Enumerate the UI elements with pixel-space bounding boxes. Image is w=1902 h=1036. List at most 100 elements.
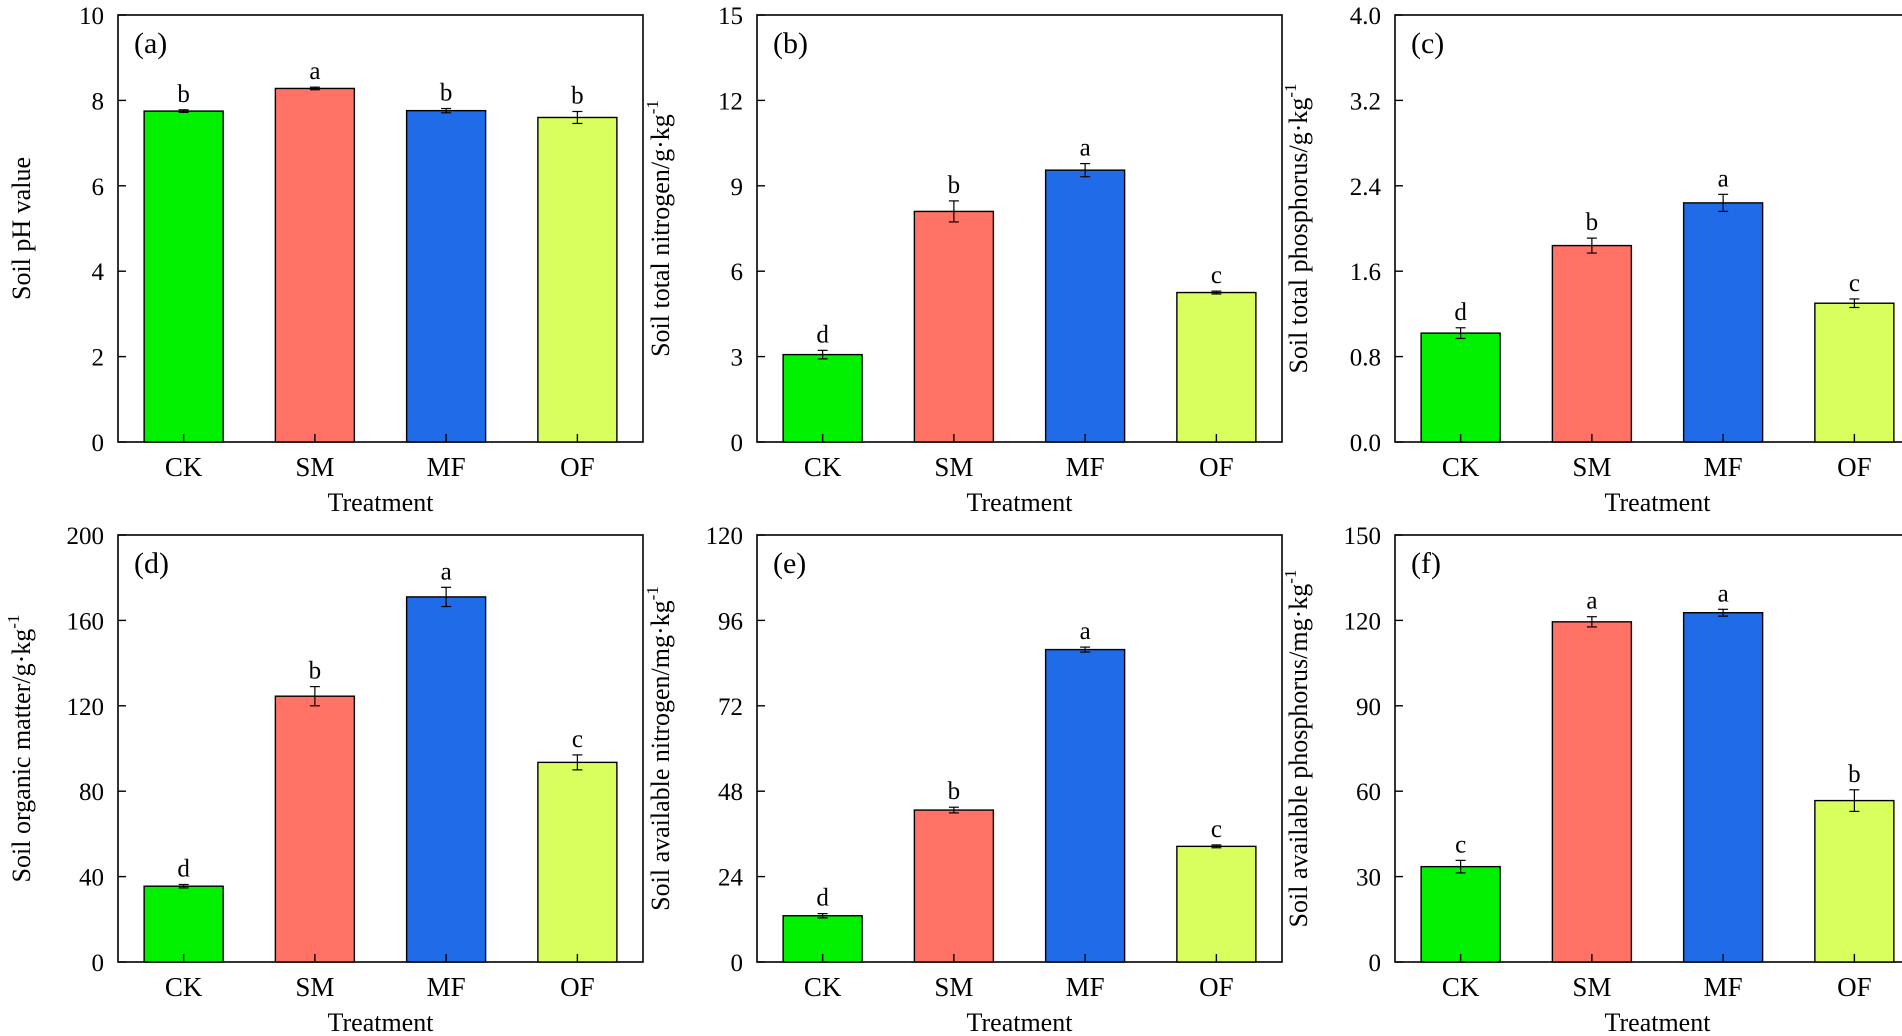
significance-letter: b bbox=[948, 778, 961, 805]
error-bar bbox=[1455, 327, 1466, 340]
y-tick-label: 4.0 bbox=[1350, 3, 1381, 30]
y-axis-title-superscript: -1 bbox=[1281, 570, 1300, 584]
significance-letter: a bbox=[1586, 588, 1597, 615]
bar-ck bbox=[143, 885, 224, 963]
y-tick-label: 0.8 bbox=[1350, 345, 1381, 372]
x-axis-title: Treatment bbox=[1605, 488, 1712, 517]
significance-letter: b bbox=[440, 80, 453, 107]
y-tick-label: 8 bbox=[92, 88, 105, 115]
error-bar bbox=[441, 586, 452, 608]
error-bar bbox=[948, 806, 959, 814]
bar-of bbox=[537, 116, 618, 443]
y-axis-title-text: Soil total phosphorus/g·kg bbox=[1284, 98, 1313, 374]
error-bar bbox=[817, 913, 828, 919]
panel-label: (b) bbox=[773, 27, 808, 60]
bar-ck bbox=[1420, 332, 1501, 443]
x-axis-title: Treatment bbox=[967, 488, 1074, 517]
significance-letter: b bbox=[1848, 761, 1861, 788]
bar-of bbox=[1814, 799, 1895, 963]
significance-letter: a bbox=[1718, 580, 1729, 607]
y-tick-label: 2.4 bbox=[1350, 174, 1382, 201]
y-axis-title-text: Soil pH value bbox=[7, 157, 36, 300]
error-bar bbox=[1080, 646, 1091, 653]
y-tick-label: 48 bbox=[718, 779, 743, 806]
significance-letter: a bbox=[1718, 165, 1729, 192]
bar-sm bbox=[274, 87, 356, 443]
y-axis-title-superscript: -1 bbox=[4, 615, 23, 629]
x-tick-label: SM bbox=[295, 972, 334, 1002]
x-tick-label: OF bbox=[560, 972, 595, 1002]
plot-frame bbox=[1394, 534, 1902, 963]
x-tick-label: MF bbox=[1066, 972, 1105, 1002]
bar-ck bbox=[1420, 865, 1501, 963]
y-axis-title: Soil total phosphorus/g·kg-1 bbox=[1281, 83, 1313, 373]
error-bar bbox=[309, 685, 320, 707]
y-axis-title-superscript: -1 bbox=[643, 100, 662, 114]
y-tick-label: 0 bbox=[1369, 950, 1382, 977]
error-bar bbox=[572, 110, 583, 125]
y-tick-label: 6 bbox=[92, 174, 105, 201]
plot-frame bbox=[756, 534, 1283, 963]
error-bar bbox=[309, 86, 320, 91]
x-tick-label: MF bbox=[1704, 452, 1743, 482]
bar-ck bbox=[782, 353, 863, 443]
y-tick-label: 72 bbox=[718, 694, 743, 721]
error-bar bbox=[1718, 193, 1729, 213]
x-tick-label: SM bbox=[934, 972, 973, 1002]
panel-4: 0 40 80 120 160 200 d CK b SM a MF c OF Treatment Soil … bbox=[4, 523, 644, 1036]
plot-frame bbox=[1394, 14, 1902, 443]
panel-5: 0 24 48 72 96 120 d CK b SM a MF c OF Treatment Soil av… bbox=[643, 523, 1283, 1036]
y-axis-title: Soil organic matter/g·kg-1 bbox=[4, 615, 36, 883]
panel-label: (e) bbox=[773, 547, 806, 580]
bar-mf bbox=[1044, 169, 1126, 443]
significance-letter: d bbox=[1454, 299, 1467, 326]
error-bar bbox=[1211, 844, 1222, 849]
y-tick-label: 150 bbox=[1344, 523, 1382, 550]
significance-letter: b bbox=[948, 172, 961, 199]
bar-ck bbox=[143, 110, 224, 443]
y-axis-title: Soil available nitrogen/mg·kg-1 bbox=[643, 586, 675, 911]
y-tick-label: 200 bbox=[67, 523, 105, 550]
significance-letter: b bbox=[177, 81, 190, 108]
x-tick-label: OF bbox=[560, 452, 595, 482]
x-tick-label: MF bbox=[1704, 972, 1743, 1002]
error-bar bbox=[1586, 616, 1597, 628]
y-tick-label: 120 bbox=[67, 694, 105, 721]
panel-1: 0 2 4 6 8 10 b CK a SM b MF b OF Treatment Soil pH valu… bbox=[7, 3, 644, 517]
y-tick-label: 3.2 bbox=[1350, 88, 1381, 115]
x-tick-label: CK bbox=[1442, 452, 1480, 482]
significance-letter: b bbox=[309, 658, 322, 685]
bar-mf bbox=[1682, 202, 1764, 443]
y-axis-title-superscript: -1 bbox=[1281, 83, 1300, 97]
significance-letter: a bbox=[309, 58, 320, 85]
error-bar bbox=[1455, 859, 1466, 874]
bar-of bbox=[1176, 291, 1257, 443]
y-tick-label: 80 bbox=[79, 779, 104, 806]
x-tick-label: CK bbox=[804, 972, 842, 1002]
error-bar bbox=[572, 754, 583, 771]
y-tick-label: 15 bbox=[718, 3, 743, 30]
x-tick-label: CK bbox=[804, 452, 842, 482]
plot-frame bbox=[117, 14, 644, 443]
error-bar bbox=[1718, 608, 1729, 617]
error-bar bbox=[948, 200, 959, 223]
significance-letter: c bbox=[1211, 816, 1222, 843]
y-axis-title-text: Soil available phosphorus/mg·kg bbox=[1284, 584, 1313, 928]
error-bar bbox=[1849, 298, 1860, 309]
panel-label: (c) bbox=[1411, 27, 1444, 60]
y-tick-label: 1.6 bbox=[1350, 259, 1381, 286]
y-tick-label: 160 bbox=[67, 608, 105, 635]
significance-letter: c bbox=[1211, 262, 1222, 289]
y-axis-title-text: Soil organic matter/g·kg bbox=[7, 629, 36, 883]
y-tick-label: 24 bbox=[718, 865, 744, 892]
x-tick-label: OF bbox=[1837, 452, 1872, 482]
x-tick-label: CK bbox=[165, 452, 203, 482]
x-axis-title: Treatment bbox=[1605, 1008, 1712, 1036]
bar-sm bbox=[274, 695, 356, 963]
y-axis-title: Soil available phosphorus/mg·kg-1 bbox=[1281, 570, 1313, 928]
significance-letter: a bbox=[441, 558, 452, 585]
bar-of bbox=[1176, 845, 1257, 963]
y-tick-label: 120 bbox=[706, 523, 744, 550]
bar-mf bbox=[405, 596, 487, 963]
